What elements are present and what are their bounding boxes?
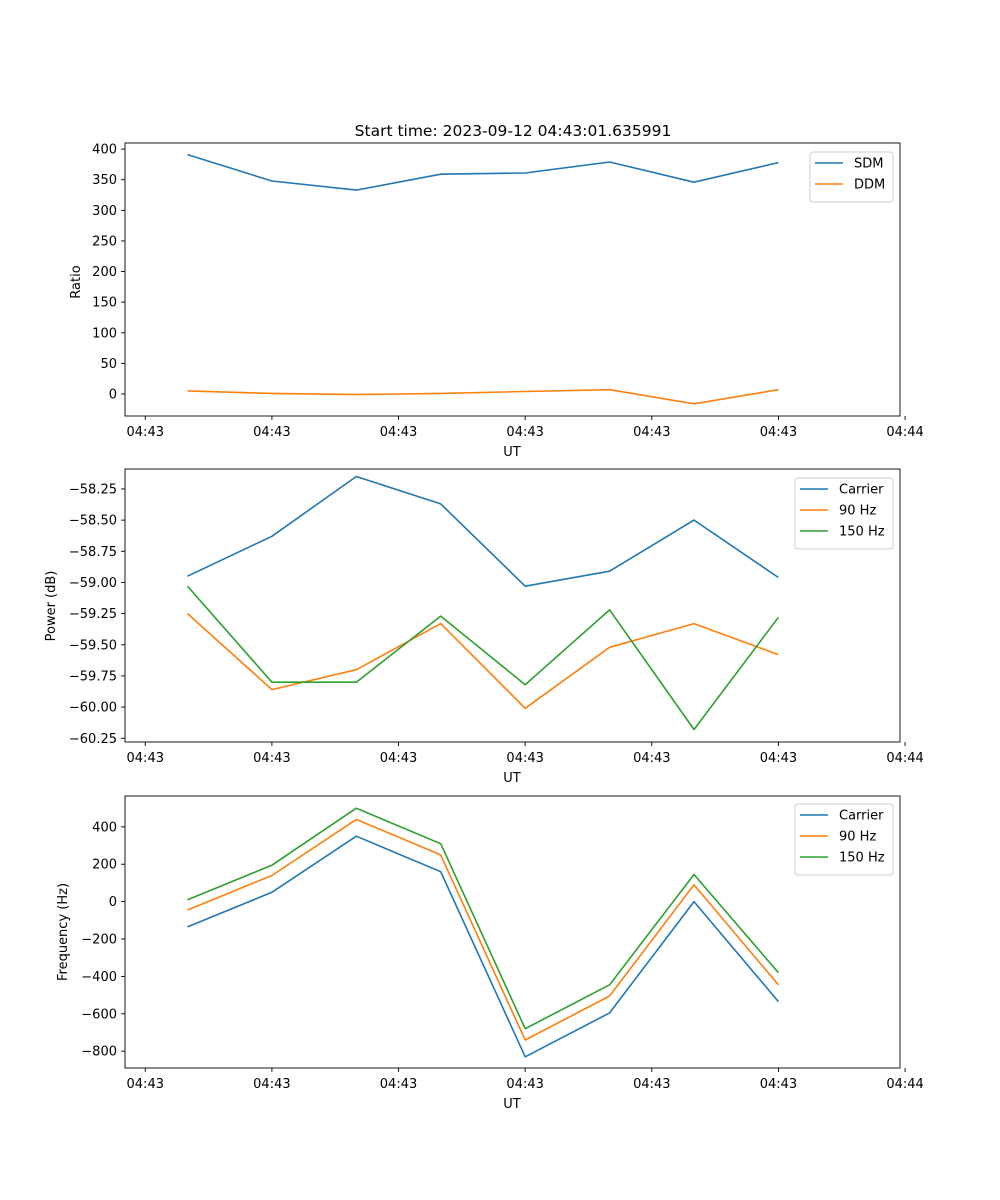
y-tick-label: 100 — [92, 326, 117, 341]
x-axis-label: UT — [503, 771, 521, 786]
x-tick-label: 04:44 — [886, 425, 923, 440]
legend-label: 150 Hz — [839, 525, 885, 540]
y-tick-label: 0 — [109, 387, 117, 402]
y-tick-label: −200 — [81, 933, 117, 948]
y-tick-label: 150 — [92, 296, 117, 311]
y-tick-label: −59.00 — [69, 576, 117, 591]
x-tick-label: 04:43 — [633, 425, 670, 440]
frequency-plot-area: 04:43 04:43 04:43 04:43 04:43 04:43 04:44 −800 −… — [81, 795, 924, 1092]
x-tick-label: 04:43 — [127, 751, 164, 766]
y-tick-label: −58.50 — [69, 514, 117, 529]
x-tick-label: 04:43 — [760, 425, 797, 440]
y-tick-label: 300 — [92, 204, 117, 219]
series-line-150-hz — [186, 585, 780, 731]
legend: Carrier 90 Hz 150 Hz — [794, 803, 894, 876]
y-tick-label: −58.25 — [69, 482, 117, 497]
x-tick-label: 04:43 — [380, 751, 417, 766]
legend-box — [809, 151, 894, 203]
x-tick-label: 04:43 — [633, 751, 670, 766]
y-tick-label: −60.00 — [69, 701, 117, 716]
series-line-sdm — [187, 153, 779, 191]
x-tick-label: 04:43 — [127, 1077, 164, 1092]
y-tick-label: −60.25 — [69, 732, 117, 747]
x-tick-label: 04:43 — [506, 425, 543, 440]
ratio-plot-area: 04:43 04:43 04:43 04:43 04:43 04:43 04:44 0 50 10… — [92, 142, 924, 440]
series-line-carrier — [187, 475, 779, 588]
y-tick-label: −800 — [81, 1045, 117, 1060]
series-line-150-hz — [187, 807, 780, 1030]
x-tick-label: 04:43 — [253, 751, 290, 766]
legend: SDM DDM — [809, 151, 894, 203]
y-tick-label: 200 — [92, 265, 117, 280]
y-tick-label: 200 — [92, 858, 117, 873]
x-tick-label: 04:43 — [253, 425, 290, 440]
legend-label: SDM — [854, 157, 883, 172]
y-axis-label: Frequency (Hz) — [56, 883, 71, 981]
axes-frame — [124, 795, 901, 1069]
x-tick-label: 04:43 — [633, 1077, 670, 1092]
y-tick-label: −59.75 — [69, 669, 117, 684]
x-tick-label: 04:43 — [760, 1077, 797, 1092]
y-axis-label: Power (dB) — [44, 571, 59, 642]
legend-label: 90 Hz — [839, 830, 876, 845]
legend-label: Carrier — [839, 483, 884, 498]
y-axis-label: Ratio — [69, 265, 84, 298]
power-plot-area: 04:43 04:43 04:43 04:43 04:43 04:43 04:44 −60.2… — [69, 468, 924, 766]
ratio-panel: Start time: 2023-09-12 04:43:01.635991 0… — [69, 122, 924, 460]
x-tick-label: 04:44 — [886, 1077, 923, 1092]
x-axis-label: UT — [503, 1097, 521, 1112]
y-tick-label: 50 — [100, 357, 117, 372]
x-tick-label: 04:43 — [760, 751, 797, 766]
y-tick-label: −59.25 — [69, 607, 117, 622]
legend: Carrier 90 Hz 150 Hz — [794, 477, 894, 550]
y-tick-label: 350 — [92, 173, 117, 188]
x-tick-label: 04:43 — [253, 1077, 290, 1092]
y-tick-label: −58.75 — [69, 545, 117, 560]
frequency-panel: 04:43 04:43 04:43 04:43 04:43 04:43 04:44 −800 −… — [56, 795, 924, 1112]
series-line-carrier — [187, 835, 780, 1058]
legend-label: Carrier — [839, 809, 884, 824]
x-tick-label: 04:43 — [506, 1077, 543, 1092]
x-tick-label: 04:43 — [380, 425, 417, 440]
y-tick-label: −600 — [81, 1007, 117, 1022]
x-axis-label: UT — [503, 445, 521, 460]
x-tick-label: 04:43 — [380, 1077, 417, 1092]
series-line-90-hz — [187, 818, 780, 1041]
legend-label: 150 Hz — [839, 851, 885, 866]
x-tick-label: 04:43 — [506, 751, 543, 766]
series-line-ddm — [187, 388, 779, 405]
axes-frame — [124, 142, 901, 417]
x-tick-label: 04:43 — [127, 425, 164, 440]
legend-label: DDM — [854, 178, 885, 193]
legend-label: 90 Hz — [839, 504, 876, 519]
power-panel: 04:43 04:43 04:43 04:43 04:43 04:43 04:44 −60.2… — [44, 468, 924, 786]
series-line-90-hz — [186, 613, 779, 710]
x-tick-label: 04:44 — [886, 751, 923, 766]
y-tick-label: 400 — [92, 820, 117, 835]
y-tick-label: 250 — [92, 234, 117, 249]
y-tick-label: −59.50 — [69, 638, 117, 653]
y-tick-label: −400 — [81, 970, 117, 985]
y-tick-label: 0 — [109, 895, 117, 910]
axes-frame — [124, 468, 901, 743]
y-tick-label: 400 — [92, 143, 117, 158]
chart-title: Start time: 2023-09-12 04:43:01.635991 — [355, 122, 672, 140]
